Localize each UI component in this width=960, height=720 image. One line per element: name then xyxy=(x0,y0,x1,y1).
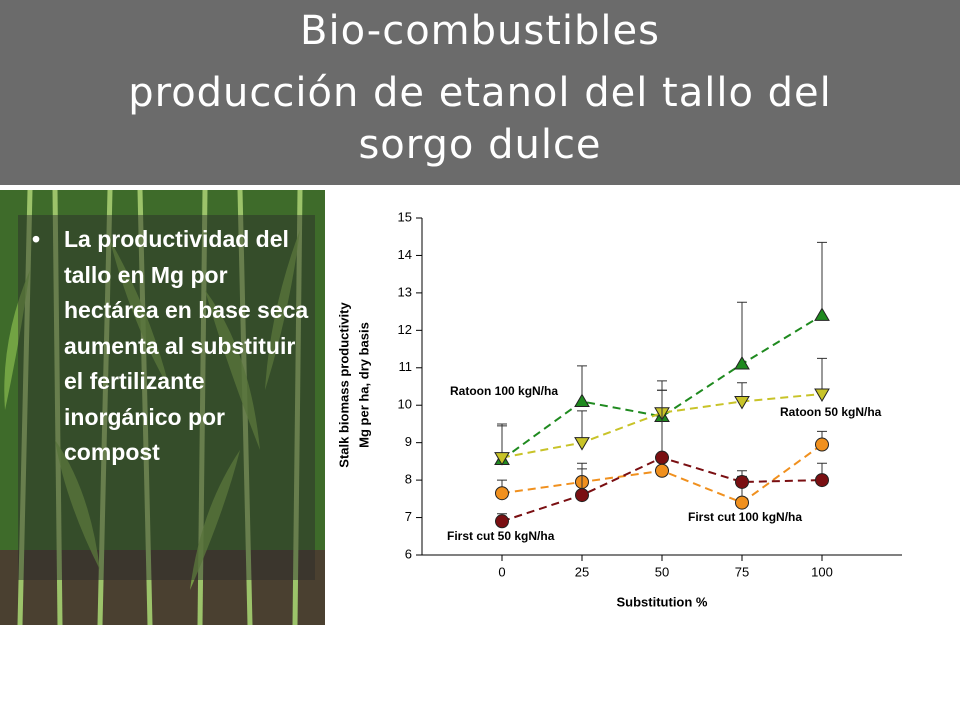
x-axis-label: Substitution % xyxy=(617,594,708,609)
marker xyxy=(735,474,749,489)
marker xyxy=(734,395,750,410)
series-line xyxy=(501,314,823,461)
marker xyxy=(815,473,829,488)
x-tick-label: 100 xyxy=(811,564,833,579)
series-label: First cut 50 kgN/ha xyxy=(447,529,555,543)
marker xyxy=(575,488,589,503)
marker xyxy=(495,486,509,501)
series-line xyxy=(501,392,823,459)
y-axis-label: Stalk biomass productivity xyxy=(336,302,351,468)
x-tick-label: 0 xyxy=(498,564,505,579)
y-tick-label: 14 xyxy=(398,247,412,262)
y-tick-label: 6 xyxy=(405,546,412,561)
x-tick-label: 50 xyxy=(655,564,669,579)
y-tick-label: 7 xyxy=(405,509,412,524)
marker xyxy=(735,495,749,510)
marker xyxy=(655,463,669,478)
error-bar xyxy=(737,301,747,365)
marker xyxy=(655,450,669,465)
marker xyxy=(574,437,590,451)
y-tick-label: 13 xyxy=(398,284,412,299)
marker xyxy=(574,393,590,407)
y-tick-label: 8 xyxy=(405,472,412,487)
marker xyxy=(815,437,829,452)
x-tick-label: 75 xyxy=(735,564,749,579)
marker xyxy=(814,388,830,402)
marker xyxy=(814,307,830,321)
series-label: First cut 100 kgN/ha xyxy=(688,510,802,524)
title-line: Bio-combustibles xyxy=(300,8,660,54)
bullet-text: La productividad del tallo en Mg por hec… xyxy=(22,222,312,471)
y-tick-label: 9 xyxy=(405,434,412,449)
marker xyxy=(495,514,509,529)
series-label: Ratoon 100 kgN/ha xyxy=(450,384,558,398)
y-axis-label: Mg per ha, dry basis xyxy=(356,322,371,448)
y-tick-label: 10 xyxy=(398,397,412,412)
y-tick-label: 15 xyxy=(398,209,412,224)
series-label: Ratoon 50 kgN/ha xyxy=(780,405,882,419)
error-bar xyxy=(817,241,827,316)
title-line: producción de etanol del tallo del xyxy=(128,70,832,116)
error-bar xyxy=(817,357,827,394)
title-line: sorgo dulce xyxy=(358,122,602,168)
marker xyxy=(734,356,750,370)
header: Bio-combustibles producción de etanol de… xyxy=(0,0,960,185)
x-tick-label: 25 xyxy=(575,564,589,579)
y-tick-label: 11 xyxy=(399,359,413,374)
marker xyxy=(494,452,510,466)
y-tick-label: 12 xyxy=(398,322,412,337)
error-bar xyxy=(657,389,667,458)
